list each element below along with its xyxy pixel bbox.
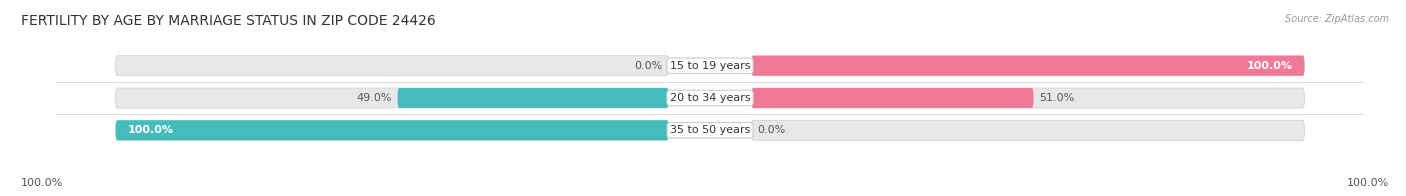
FancyBboxPatch shape — [115, 56, 668, 76]
Text: 100.0%: 100.0% — [21, 178, 63, 188]
FancyBboxPatch shape — [752, 56, 1305, 76]
Text: 0.0%: 0.0% — [634, 61, 662, 71]
Text: 100.0%: 100.0% — [1247, 61, 1292, 71]
FancyBboxPatch shape — [752, 88, 1033, 108]
Text: 20 to 34 years: 20 to 34 years — [669, 93, 751, 103]
FancyBboxPatch shape — [752, 120, 1305, 140]
FancyBboxPatch shape — [115, 120, 668, 140]
Text: FERTILITY BY AGE BY MARRIAGE STATUS IN ZIP CODE 24426: FERTILITY BY AGE BY MARRIAGE STATUS IN Z… — [21, 14, 436, 28]
FancyBboxPatch shape — [115, 88, 668, 108]
FancyBboxPatch shape — [398, 88, 668, 108]
Text: 100.0%: 100.0% — [1347, 178, 1389, 188]
FancyBboxPatch shape — [752, 56, 1305, 76]
Text: 0.0%: 0.0% — [758, 125, 786, 135]
FancyBboxPatch shape — [752, 88, 1305, 108]
Text: Source: ZipAtlas.com: Source: ZipAtlas.com — [1285, 14, 1389, 24]
Text: 15 to 19 years: 15 to 19 years — [669, 61, 751, 71]
Text: 51.0%: 51.0% — [1039, 93, 1074, 103]
Text: 49.0%: 49.0% — [356, 93, 392, 103]
Text: 100.0%: 100.0% — [128, 125, 173, 135]
Text: 35 to 50 years: 35 to 50 years — [669, 125, 751, 135]
FancyBboxPatch shape — [115, 120, 668, 140]
